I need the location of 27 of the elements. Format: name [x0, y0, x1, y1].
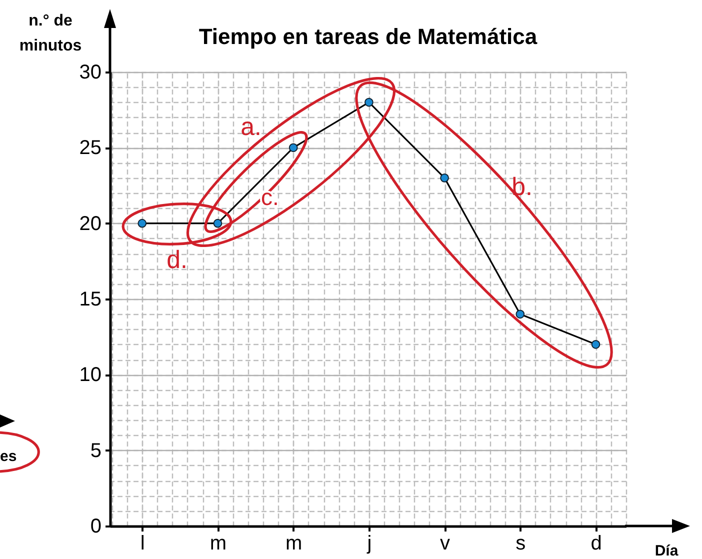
point	[440, 174, 449, 182]
point	[516, 310, 525, 319]
y-tick-label: 10	[79, 364, 102, 386]
y-tick-label: 5	[90, 440, 102, 462]
x-tick-label: s	[516, 532, 526, 554]
x-tick-label: d	[590, 532, 602, 554]
x-tick-label: m	[286, 532, 302, 554]
point	[288, 143, 298, 152]
point	[591, 340, 600, 349]
y-tick-label: 20	[79, 212, 102, 235]
x-tick-label: j	[366, 532, 372, 554]
x-tick-label: v	[440, 532, 450, 554]
point	[364, 98, 374, 107]
y-tick-label: 0	[90, 516, 102, 538]
point	[138, 218, 147, 228]
x-tick-label: m	[210, 532, 227, 554]
y-axis-title: n.° de minutos	[19, 12, 82, 54]
y-tick-label: 30	[79, 62, 102, 84]
y-tick-label: 15	[79, 288, 102, 310]
point	[213, 218, 222, 228]
annotation: d.	[166, 246, 188, 274]
x-axis-title: Día	[654, 542, 679, 559]
x-tick-label: l	[140, 532, 145, 554]
annotation: a.	[240, 113, 262, 141]
text: es	[0, 448, 17, 465]
chart-title: Tiempo en tareas de Matemática	[198, 24, 538, 49]
y-tick-label: 25	[79, 137, 102, 160]
